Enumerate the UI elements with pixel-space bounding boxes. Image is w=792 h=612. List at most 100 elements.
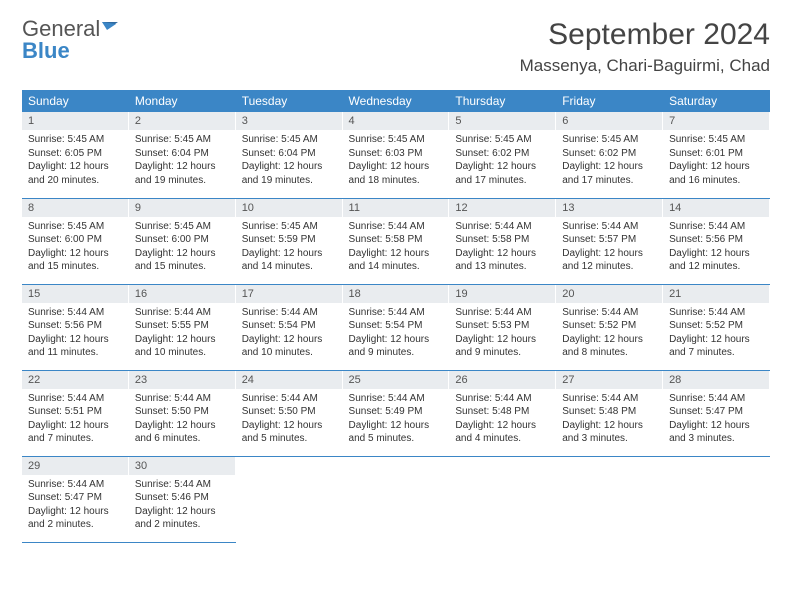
day-number: 3 — [236, 112, 343, 130]
day-details: Sunrise: 5:44 AMSunset: 5:54 PMDaylight:… — [343, 303, 450, 364]
day-details: Sunrise: 5:44 AMSunset: 5:56 PMDaylight:… — [663, 217, 770, 278]
calendar-cell — [556, 456, 663, 542]
daylight-line: Daylight: 12 hours and 16 minutes. — [669, 160, 764, 187]
day-details: Sunrise: 5:45 AMSunset: 6:03 PMDaylight:… — [343, 130, 450, 191]
sunrise-line: Sunrise: 5:44 AM — [135, 392, 230, 406]
sunrise-line: Sunrise: 5:44 AM — [242, 392, 337, 406]
header-sunday: Sunday — [22, 90, 129, 112]
sunrise-line: Sunrise: 5:44 AM — [349, 220, 444, 234]
daylight-line: Daylight: 12 hours and 5 minutes. — [242, 419, 337, 446]
calendar-cell: 10Sunrise: 5:45 AMSunset: 5:59 PMDayligh… — [236, 198, 343, 284]
sunset-line: Sunset: 5:50 PM — [242, 405, 337, 419]
sunset-line: Sunset: 6:04 PM — [242, 147, 337, 161]
sunset-line: Sunset: 5:54 PM — [349, 319, 444, 333]
day-number: 30 — [129, 457, 236, 475]
day-number: 21 — [663, 285, 770, 303]
day-number: 25 — [343, 371, 450, 389]
calendar-cell: 26Sunrise: 5:44 AMSunset: 5:48 PMDayligh… — [449, 370, 556, 456]
day-details: Sunrise: 5:44 AMSunset: 5:47 PMDaylight:… — [22, 475, 129, 536]
sunset-line: Sunset: 5:56 PM — [28, 319, 123, 333]
daylight-line: Daylight: 12 hours and 17 minutes. — [455, 160, 550, 187]
sunset-line: Sunset: 5:58 PM — [349, 233, 444, 247]
calendar-cell: 22Sunrise: 5:44 AMSunset: 5:51 PMDayligh… — [22, 370, 129, 456]
sunset-line: Sunset: 5:52 PM — [562, 319, 657, 333]
logo-flag-icon — [102, 18, 122, 40]
sunrise-line: Sunrise: 5:45 AM — [28, 220, 123, 234]
sunrise-line: Sunrise: 5:44 AM — [562, 392, 657, 406]
sunset-line: Sunset: 6:00 PM — [28, 233, 123, 247]
day-details: Sunrise: 5:44 AMSunset: 5:58 PMDaylight:… — [343, 217, 450, 278]
calendar-cell: 14Sunrise: 5:44 AMSunset: 5:56 PMDayligh… — [663, 198, 770, 284]
daylight-line: Daylight: 12 hours and 2 minutes. — [135, 505, 230, 532]
day-number: 6 — [556, 112, 663, 130]
sunrise-line: Sunrise: 5:45 AM — [455, 133, 550, 147]
day-details: Sunrise: 5:44 AMSunset: 5:48 PMDaylight:… — [449, 389, 556, 450]
day-number: 10 — [236, 199, 343, 217]
calendar-cell: 24Sunrise: 5:44 AMSunset: 5:50 PMDayligh… — [236, 370, 343, 456]
daylight-line: Daylight: 12 hours and 12 minutes. — [669, 247, 764, 274]
day-details: Sunrise: 5:45 AMSunset: 6:02 PMDaylight:… — [556, 130, 663, 191]
header-wednesday: Wednesday — [343, 90, 450, 112]
calendar-cell: 6Sunrise: 5:45 AMSunset: 6:02 PMDaylight… — [556, 112, 663, 198]
daylight-line: Daylight: 12 hours and 3 minutes. — [562, 419, 657, 446]
sunset-line: Sunset: 5:50 PM — [135, 405, 230, 419]
calendar-row: 15Sunrise: 5:44 AMSunset: 5:56 PMDayligh… — [22, 284, 770, 370]
day-number: 5 — [449, 112, 556, 130]
calendar-cell: 11Sunrise: 5:44 AMSunset: 5:58 PMDayligh… — [343, 198, 450, 284]
day-number: 9 — [129, 199, 236, 217]
day-number: 20 — [556, 285, 663, 303]
daylight-line: Daylight: 12 hours and 11 minutes. — [28, 333, 123, 360]
calendar-cell: 21Sunrise: 5:44 AMSunset: 5:52 PMDayligh… — [663, 284, 770, 370]
header-thursday: Thursday — [449, 90, 556, 112]
day-details: Sunrise: 5:45 AMSunset: 6:04 PMDaylight:… — [129, 130, 236, 191]
day-number: 14 — [663, 199, 770, 217]
sunrise-line: Sunrise: 5:44 AM — [455, 392, 550, 406]
sunrise-line: Sunrise: 5:45 AM — [135, 133, 230, 147]
day-details: Sunrise: 5:44 AMSunset: 5:56 PMDaylight:… — [22, 303, 129, 364]
day-number: 29 — [22, 457, 129, 475]
day-details: Sunrise: 5:44 AMSunset: 5:50 PMDaylight:… — [129, 389, 236, 450]
calendar-cell: 4Sunrise: 5:45 AMSunset: 6:03 PMDaylight… — [343, 112, 450, 198]
daylight-line: Daylight: 12 hours and 18 minutes. — [349, 160, 444, 187]
calendar-cell: 23Sunrise: 5:44 AMSunset: 5:50 PMDayligh… — [129, 370, 236, 456]
header: General Blue September 2024 Massenya, Ch… — [22, 18, 770, 76]
day-details: Sunrise: 5:44 AMSunset: 5:46 PMDaylight:… — [129, 475, 236, 536]
calendar-cell: 13Sunrise: 5:44 AMSunset: 5:57 PMDayligh… — [556, 198, 663, 284]
sunrise-line: Sunrise: 5:45 AM — [242, 220, 337, 234]
sunset-line: Sunset: 5:51 PM — [28, 405, 123, 419]
calendar-cell: 29Sunrise: 5:44 AMSunset: 5:47 PMDayligh… — [22, 456, 129, 542]
calendar-cell: 19Sunrise: 5:44 AMSunset: 5:53 PMDayligh… — [449, 284, 556, 370]
day-details: Sunrise: 5:44 AMSunset: 5:57 PMDaylight:… — [556, 217, 663, 278]
header-saturday: Saturday — [663, 90, 770, 112]
day-details: Sunrise: 5:44 AMSunset: 5:53 PMDaylight:… — [449, 303, 556, 364]
header-tuesday: Tuesday — [236, 90, 343, 112]
daylight-line: Daylight: 12 hours and 3 minutes. — [669, 419, 764, 446]
calendar-cell: 2Sunrise: 5:45 AMSunset: 6:04 PMDaylight… — [129, 112, 236, 198]
sunset-line: Sunset: 5:52 PM — [669, 319, 764, 333]
day-number: 26 — [449, 371, 556, 389]
sunset-line: Sunset: 6:02 PM — [455, 147, 550, 161]
calendar-cell: 8Sunrise: 5:45 AMSunset: 6:00 PMDaylight… — [22, 198, 129, 284]
daylight-line: Daylight: 12 hours and 12 minutes. — [562, 247, 657, 274]
day-details: Sunrise: 5:45 AMSunset: 6:00 PMDaylight:… — [22, 217, 129, 278]
daylight-line: Daylight: 12 hours and 4 minutes. — [455, 419, 550, 446]
day-number: 17 — [236, 285, 343, 303]
calendar-cell: 15Sunrise: 5:44 AMSunset: 5:56 PMDayligh… — [22, 284, 129, 370]
sunset-line: Sunset: 5:55 PM — [135, 319, 230, 333]
calendar-cell: 30Sunrise: 5:44 AMSunset: 5:46 PMDayligh… — [129, 456, 236, 542]
sunrise-line: Sunrise: 5:44 AM — [669, 220, 764, 234]
sunset-line: Sunset: 5:59 PM — [242, 233, 337, 247]
sunrise-line: Sunrise: 5:44 AM — [669, 392, 764, 406]
daylight-line: Daylight: 12 hours and 20 minutes. — [28, 160, 123, 187]
calendar-cell: 7Sunrise: 5:45 AMSunset: 6:01 PMDaylight… — [663, 112, 770, 198]
daylight-line: Daylight: 12 hours and 19 minutes. — [135, 160, 230, 187]
calendar-cell: 12Sunrise: 5:44 AMSunset: 5:58 PMDayligh… — [449, 198, 556, 284]
sunset-line: Sunset: 6:05 PM — [28, 147, 123, 161]
sunset-line: Sunset: 6:00 PM — [135, 233, 230, 247]
sunrise-line: Sunrise: 5:44 AM — [28, 392, 123, 406]
sunrise-line: Sunrise: 5:44 AM — [455, 220, 550, 234]
day-number: 23 — [129, 371, 236, 389]
day-details: Sunrise: 5:44 AMSunset: 5:50 PMDaylight:… — [236, 389, 343, 450]
daylight-line: Daylight: 12 hours and 7 minutes. — [28, 419, 123, 446]
calendar-body: 1Sunrise: 5:45 AMSunset: 6:05 PMDaylight… — [22, 112, 770, 542]
